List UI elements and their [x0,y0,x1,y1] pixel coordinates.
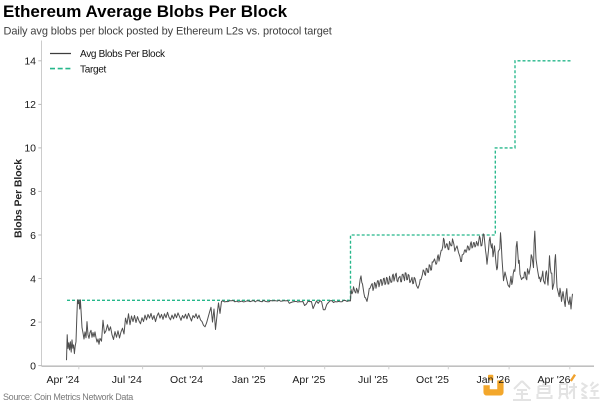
svg-text:Oct '24: Oct '24 [170,374,203,386]
svg-text:14: 14 [24,56,36,68]
svg-text:Apr '24: Apr '24 [47,374,80,386]
svg-text:Blobs Per Block: Blobs Per Block [13,159,25,238]
svg-text:10: 10 [24,143,36,155]
svg-text:8: 8 [30,186,36,198]
svg-text:Jul '24: Jul '24 [112,374,142,386]
svg-text:Daily avg blobs per block post: Daily avg blobs per block posted by Ethe… [4,26,332,38]
svg-text:12: 12 [24,99,36,111]
svg-text:2: 2 [30,317,36,329]
svg-text:Apr '25: Apr '25 [292,374,325,386]
svg-text:0: 0 [30,360,36,372]
svg-text:Target: Target [80,64,107,75]
svg-text:4: 4 [30,273,36,285]
svg-text:Jan '26: Jan '26 [477,374,511,386]
svg-text:Jul '25: Jul '25 [358,374,388,386]
svg-text:Jan '25: Jan '25 [232,374,266,386]
svg-text:Avg Blobs Per Block: Avg Blobs Per Block [80,49,166,60]
svg-text:Apr '26: Apr '26 [538,374,571,386]
svg-text:Ethereum Average Blobs Per Blo: Ethereum Average Blobs Per Block [3,2,288,21]
svg-text:Oct '25: Oct '25 [416,374,449,386]
svg-text:Source: Coin Metrics Network D: Source: Coin Metrics Network Data [3,392,133,402]
svg-text:6: 6 [30,230,36,242]
